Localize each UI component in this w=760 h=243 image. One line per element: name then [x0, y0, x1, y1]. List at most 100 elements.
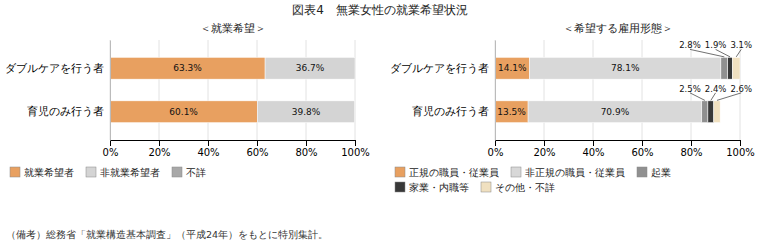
x-tick-mark — [355, 140, 356, 146]
data-label: 3.1% — [730, 40, 752, 50]
bars — [495, 57, 740, 122]
x-tick: 80% — [295, 140, 317, 158]
data-label: 2.4% — [705, 84, 727, 94]
legend-item: 非正規の職員・従業員 — [511, 167, 625, 178]
grid-line — [306, 40, 307, 140]
x-tick-label: 20% — [533, 147, 555, 158]
legend-item: 非就業希望者 — [86, 167, 160, 178]
data-label: 1.9% — [705, 40, 727, 50]
legend-label: 家業・内職等 — [409, 182, 469, 193]
data-label: 13.5% — [497, 107, 526, 117]
grid-line — [257, 40, 258, 140]
y-tick-label: ダブルケアを行う者 — [5, 62, 104, 75]
y-tick-label: 育児のみ行う者 — [27, 105, 104, 118]
x-tick-label: 100% — [726, 147, 755, 158]
legend-swatch — [395, 167, 405, 177]
y-tick: ダブルケアを行う者 — [5, 62, 110, 75]
y-tick: ダブルケアを行う者 — [390, 62, 495, 75]
y-tick: 育児のみ行う者 — [27, 105, 110, 118]
x-tick: 60% — [246, 140, 268, 158]
title: 図表4 無業女性の就業希望状況 — [292, 3, 468, 17]
data-labels: 63.3%36.7%60.1%39.8% — [169, 63, 324, 116]
x-tick: 100% — [726, 140, 755, 158]
x-tick-mark — [159, 140, 160, 146]
data-label: 70.9% — [601, 107, 630, 117]
x-tick-mark — [257, 140, 258, 146]
x-tick-label: 100% — [341, 147, 370, 158]
bar — [728, 57, 733, 79]
grid-line — [593, 40, 594, 140]
x-tick-label: 80% — [295, 147, 317, 158]
data-label: 60.1% — [169, 107, 198, 117]
x-tick: 40% — [197, 140, 219, 158]
data-label: 63.3% — [173, 63, 202, 73]
legend-swatch — [10, 167, 20, 177]
bar — [708, 101, 714, 123]
leader-line — [690, 49, 724, 57]
y-axis: ダブルケアを行う者育児のみ行う者 — [5, 41, 111, 141]
data-label: 78.1% — [611, 63, 640, 73]
grid-line — [110, 40, 111, 140]
bar — [714, 101, 720, 123]
leader-line — [717, 93, 741, 101]
bar — [265, 57, 355, 79]
legend-swatch — [172, 167, 182, 177]
legend-label: 正規の職員・従業員 — [409, 167, 499, 178]
data-label: 2.6% — [730, 84, 752, 94]
y-axis: ダブルケアを行う者育児のみ行う者 — [390, 41, 496, 141]
bar — [495, 57, 530, 79]
bar — [528, 101, 702, 123]
x-tick: 80% — [680, 140, 702, 158]
panel: ＜就業希望＞ 0% 20% 40% 60% 80% 100% ダブルケアを行う者育児のみ行う者… — [5, 22, 370, 178]
footnote: （備考）総務省「就業構造基本調査」（平成24年）をもとに特別集計。 — [6, 229, 328, 240]
legend-item: 正規の職員・従業員 — [395, 167, 499, 178]
legend-label: その他・不詳 — [495, 182, 555, 193]
x-tick: 20% — [148, 140, 170, 158]
bars — [110, 57, 355, 122]
y-tick: 育児のみ行う者 — [412, 105, 495, 118]
x-tick-mark — [593, 140, 594, 146]
bar — [495, 101, 528, 123]
leader-line — [690, 93, 705, 101]
legend-swatch — [481, 182, 491, 192]
grid-line — [495, 40, 496, 140]
x-tick-label: 0% — [103, 147, 119, 158]
x-tick: 0% — [488, 140, 504, 158]
legend-label: 非就業希望者 — [100, 167, 160, 178]
x-axis-line — [111, 141, 356, 147]
legend-item: その他・不詳 — [481, 182, 555, 193]
grid — [110, 40, 355, 140]
subtitle: ＜就業希望＞ — [200, 22, 266, 35]
x-tick-mark — [208, 140, 209, 146]
y-tick-label: 育児のみ行う者 — [412, 105, 489, 118]
panel: ＜希望する雇用形態＞0%20%40%60%80%100%ダブルケアを行う者育児の… — [390, 22, 755, 193]
bar — [257, 101, 355, 123]
bar — [721, 57, 728, 79]
legend-swatch — [637, 167, 647, 177]
y-tick-label: ダブルケアを行う者 — [390, 62, 489, 75]
x-tick-label: 80% — [680, 147, 702, 158]
x-tick-label: 0% — [488, 147, 504, 158]
grid-line — [159, 40, 160, 140]
legend-item: 起業 — [637, 167, 671, 178]
legend-swatch — [395, 182, 405, 192]
x-tick: 20% — [533, 140, 555, 158]
x-axis-line — [496, 141, 741, 147]
leader-line — [716, 49, 730, 57]
legend-label: 起業 — [651, 167, 671, 178]
legend-item: 不詳 — [172, 167, 206, 178]
x-tick-label: 60% — [631, 147, 653, 158]
data-label: 14.1% — [498, 63, 527, 73]
legend-swatch — [511, 167, 521, 177]
grid — [495, 40, 740, 140]
data-label: 2.5% — [679, 84, 701, 94]
y-axis-line — [495, 41, 496, 141]
x-axis: 0% 20% 40% 60% 80% 100% — [103, 140, 370, 158]
chart: 図表4 無業女性の就業希望状況 （備考）総務省「就業構造基本調査」（平成24年）を… — [0, 0, 760, 243]
data-label: 36.7% — [296, 63, 325, 73]
x-axis: 0% 20% 40% 60% 80% 100% — [488, 140, 755, 158]
x-tick-mark — [495, 140, 496, 146]
x-tick-label: 40% — [582, 147, 604, 158]
grid-line — [642, 40, 643, 140]
legend: 就業希望者非就業希望者不詳 — [10, 167, 206, 178]
